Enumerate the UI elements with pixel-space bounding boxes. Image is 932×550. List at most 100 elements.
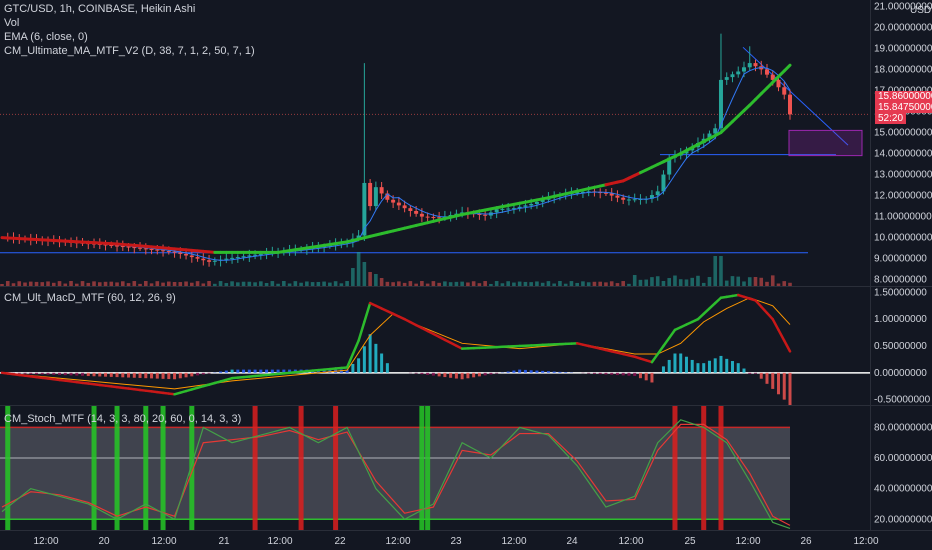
volume-bar (638, 279, 643, 286)
time-tick-label: 12:00 (267, 536, 292, 547)
price-tick-label: 13.00000000 (874, 170, 932, 181)
ema-price-tag: 15.84750000 (875, 102, 932, 113)
candle-body (195, 257, 200, 259)
volume-bar (178, 282, 183, 286)
macd-histogram-bar (449, 372, 453, 378)
macd-histogram-bar (63, 372, 67, 376)
candle-body (373, 187, 378, 207)
macd-histogram-bar (437, 372, 441, 377)
macd-tick-label: 1.00000000 (874, 314, 927, 325)
time-tick-label: 24 (566, 536, 578, 547)
macd-histogram-bar (253, 369, 257, 373)
volume-bar (316, 281, 321, 286)
candle-body (523, 205, 528, 207)
volume-bar (305, 281, 309, 286)
volume-bar (333, 281, 338, 286)
macd-histogram-bar (81, 372, 85, 376)
macd-histogram-bar (679, 353, 683, 373)
volume-bar (563, 283, 568, 286)
macd-histogram-bar (615, 372, 619, 376)
price-tick-label: 17.00000000 (874, 85, 932, 96)
stoch-bull-cross-bar (143, 406, 149, 530)
macd-line-segment (777, 328, 786, 342)
volume-bar (109, 281, 114, 286)
macd-histogram-bar (17, 372, 21, 374)
macd-histogram-bar (495, 372, 499, 374)
candle-body (207, 260, 212, 262)
macd-line-segment (662, 336, 671, 348)
macd-histogram-bar (322, 369, 326, 373)
volume-bar (678, 279, 683, 286)
stoch-bull-cross-bar (160, 406, 166, 530)
macd-histogram-bar (23, 372, 27, 374)
macd-legend[interactable]: CM_Ult_MacD_MTF (60, 12, 26, 9) (4, 292, 176, 304)
time-tick-label: 26 (800, 536, 812, 547)
volume-bar (356, 252, 361, 286)
macd-line-segment (345, 352, 355, 369)
candle-body (143, 248, 148, 250)
candle-body (747, 63, 752, 68)
macd-histogram-bar (345, 369, 349, 373)
price-tick-label: 19.00000000 (874, 43, 932, 54)
candle-body (120, 246, 125, 248)
time-tick-label: 12:00 (618, 536, 643, 547)
stoch-bear-cross-bar (252, 406, 258, 530)
volume-bar (362, 262, 367, 286)
candle-body (713, 128, 718, 134)
volume-bar (195, 281, 200, 286)
macd-histogram-bar (132, 372, 136, 378)
volume-bar (328, 282, 332, 286)
volume-bar (259, 281, 263, 286)
candle-body (402, 205, 407, 209)
volume-label[interactable]: Vol (4, 17, 20, 29)
volume-bar (489, 283, 493, 286)
candle-body (132, 247, 137, 249)
ultimate-ma-label[interactable]: CM_Ultimate_MA_MTF_V2 (D, 38, 7, 1, 2, 5… (4, 45, 255, 57)
volume-bar (471, 281, 476, 286)
candle-body (667, 157, 672, 175)
time-tick-label: 20 (98, 536, 110, 547)
symbol-title[interactable]: GTC/USD, 1h, COINBASE, Heikin Ashi (4, 3, 196, 15)
macd-histogram-bar (270, 369, 274, 373)
candle-body (782, 87, 787, 95)
volume-bar (604, 282, 608, 286)
volume-bar (138, 283, 142, 286)
macd-line-segment (782, 339, 792, 353)
macd-histogram-bar (765, 372, 769, 384)
time-tick-label: 25 (684, 536, 696, 547)
stoch-bull-cross-bar (189, 406, 195, 530)
time-tick-label: 22 (334, 536, 346, 547)
macd-histogram-bar (627, 372, 631, 376)
candle-body (621, 197, 626, 200)
macd-histogram-bar (466, 372, 470, 379)
bar-countdown: 52:20 (875, 113, 907, 124)
volume-bar (322, 281, 326, 286)
price-tick-label: 8.00000000 (874, 275, 927, 286)
macd-histogram-bar (115, 372, 119, 378)
volume-bar (742, 281, 746, 286)
volume-bar (615, 283, 620, 286)
macd-histogram-bar (173, 372, 177, 380)
ema-label[interactable]: EMA (6, close, 0) (4, 31, 88, 43)
volume-bar (517, 281, 522, 286)
macd-histogram-bar (242, 369, 246, 373)
candle-body (161, 250, 166, 252)
volume-bar (575, 282, 579, 286)
volume-bar (454, 281, 459, 286)
volume-bar (655, 276, 660, 286)
macd-histogram-bar (719, 355, 723, 373)
volume-bar (713, 256, 718, 286)
candle-body (258, 253, 263, 255)
volume-bar (494, 281, 499, 286)
macd-histogram-bar (69, 372, 73, 376)
stoch-legend[interactable]: CM_Stoch_MTF (14, 3, 3, 80, 20, 60, 0, 1… (4, 413, 242, 425)
macd-histogram-bar (207, 372, 211, 374)
volume-bar (115, 282, 119, 286)
macd-histogram-bar (127, 372, 131, 378)
candle-body (730, 74, 735, 78)
volume-bar (161, 282, 165, 286)
time-tick-label: 12:00 (501, 536, 526, 547)
macd-histogram-bar (564, 372, 568, 373)
